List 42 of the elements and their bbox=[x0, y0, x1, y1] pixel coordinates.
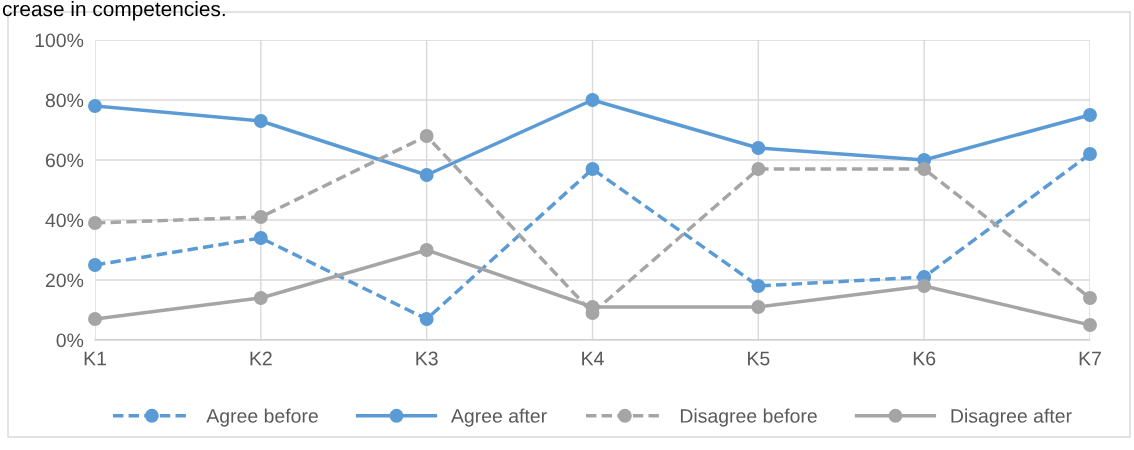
y-tick-label: 100% bbox=[35, 33, 84, 48]
point bbox=[751, 279, 766, 293]
x-tick-label: K5 bbox=[748, 351, 770, 366]
point bbox=[751, 300, 766, 314]
point bbox=[88, 99, 102, 113]
point bbox=[253, 114, 268, 128]
x-tick-label: K7 bbox=[1079, 351, 1101, 366]
x-tick-label: K6 bbox=[913, 351, 936, 366]
x-tick-label: K2 bbox=[250, 351, 272, 366]
point bbox=[917, 162, 932, 176]
point bbox=[917, 279, 932, 293]
x-tick-label: K4 bbox=[582, 351, 604, 366]
point bbox=[419, 129, 434, 143]
point bbox=[253, 231, 268, 245]
point bbox=[1083, 147, 1097, 161]
point bbox=[751, 141, 766, 155]
y-tick-label: 0% bbox=[56, 333, 84, 348]
legend-label: Agree after bbox=[450, 408, 547, 427]
y-tick-label: 40% bbox=[45, 213, 84, 228]
point bbox=[1083, 108, 1097, 122]
legend-label: Agree before bbox=[206, 408, 318, 427]
legend-label: Disagree after bbox=[951, 408, 1072, 427]
y-tick-label: 60% bbox=[45, 153, 84, 168]
legend-label: Disagree before bbox=[680, 408, 817, 427]
point bbox=[253, 210, 268, 224]
point bbox=[585, 162, 600, 176]
point bbox=[419, 312, 434, 326]
y-tick-label: 80% bbox=[45, 93, 84, 108]
point bbox=[253, 291, 268, 305]
chart-title: crease in competencies. bbox=[2, 1, 225, 21]
point bbox=[585, 93, 600, 107]
point bbox=[88, 216, 102, 230]
point bbox=[88, 312, 102, 326]
point bbox=[1083, 318, 1097, 332]
point bbox=[88, 258, 102, 272]
x-tick-label: K1 bbox=[84, 351, 106, 366]
point bbox=[419, 243, 434, 257]
point bbox=[419, 168, 434, 182]
y-tick-label: 20% bbox=[45, 273, 84, 288]
x-tick-label: K3 bbox=[416, 351, 438, 366]
point bbox=[1083, 291, 1097, 305]
point bbox=[751, 162, 766, 176]
